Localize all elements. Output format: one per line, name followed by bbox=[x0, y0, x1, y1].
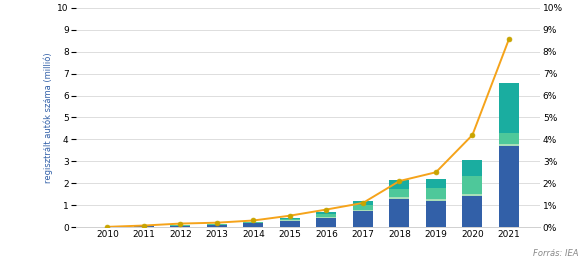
Bar bbox=[244, 223, 264, 227]
Bar bbox=[316, 217, 336, 218]
Bar bbox=[426, 201, 446, 227]
Bar bbox=[244, 222, 264, 223]
Bar bbox=[170, 226, 190, 227]
Bar bbox=[499, 83, 519, 133]
Bar bbox=[463, 160, 483, 176]
Bar bbox=[316, 214, 336, 217]
Bar bbox=[389, 197, 410, 199]
Bar bbox=[134, 226, 154, 227]
Bar bbox=[170, 225, 190, 226]
Bar bbox=[316, 218, 336, 227]
Bar bbox=[426, 199, 446, 201]
Bar bbox=[280, 218, 300, 219]
Bar bbox=[463, 196, 483, 227]
Bar bbox=[389, 189, 410, 197]
Bar bbox=[499, 146, 519, 227]
Bar bbox=[316, 212, 336, 214]
Bar bbox=[353, 201, 373, 205]
Bar bbox=[463, 194, 483, 196]
Bar bbox=[499, 133, 519, 144]
Bar bbox=[207, 225, 227, 227]
Bar bbox=[353, 211, 373, 227]
Bar bbox=[463, 176, 483, 194]
Bar bbox=[389, 180, 410, 189]
Bar bbox=[280, 221, 300, 227]
Text: Forrás: IEA: Forrás: IEA bbox=[532, 250, 578, 258]
Bar bbox=[353, 205, 373, 210]
Y-axis label: regisztrált autók száma (millió): regisztrált autók száma (millió) bbox=[43, 52, 53, 183]
Bar bbox=[353, 210, 373, 211]
Bar bbox=[280, 219, 300, 221]
Bar bbox=[426, 188, 446, 199]
Bar bbox=[389, 199, 410, 227]
Bar bbox=[207, 224, 227, 225]
Bar bbox=[499, 144, 519, 146]
Bar bbox=[426, 179, 446, 188]
